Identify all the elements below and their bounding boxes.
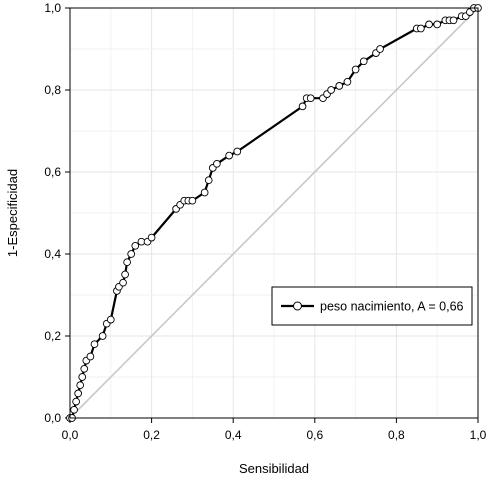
legend-marker-swatch bbox=[293, 301, 302, 311]
y-tick-label: 0,8 bbox=[44, 83, 61, 97]
y-axis-title: 1-Especificidad bbox=[5, 169, 20, 257]
y-tick-label: 1,0 bbox=[44, 1, 61, 15]
roc-data-point bbox=[90, 340, 99, 349]
plot-frame bbox=[69, 7, 479, 419]
roc-data-point bbox=[70, 405, 78, 414]
roc-data-point bbox=[147, 233, 156, 242]
roc-data-point bbox=[449, 16, 458, 25]
roc-data-point bbox=[425, 20, 433, 29]
roc-data-point bbox=[200, 188, 209, 197]
roc-data-point bbox=[121, 270, 129, 279]
x-tick-label: 0,6 bbox=[306, 428, 323, 442]
roc-data-point bbox=[306, 94, 315, 103]
roc-data-point bbox=[131, 241, 140, 250]
roc-data-point bbox=[351, 65, 360, 74]
y-tick-label: 0,4 bbox=[44, 247, 61, 261]
y-tick-label: 0,0 bbox=[44, 411, 61, 425]
roc-data-point bbox=[127, 250, 136, 258]
legend-label: peso nacimiento, A = 0,66 bbox=[320, 300, 464, 314]
y-tick-label: 0,6 bbox=[44, 165, 61, 179]
x-tick-label: 0,8 bbox=[388, 428, 405, 442]
roc-data-point bbox=[433, 20, 442, 29]
x-axis: 0,0 0,2 0,4 0,6 0,8 1,0 bbox=[62, 418, 487, 442]
roc-data-point bbox=[123, 258, 131, 267]
roc-data-point bbox=[98, 332, 107, 340]
roc-data-point bbox=[335, 82, 344, 90]
roc-data-point bbox=[74, 389, 83, 398]
roc-data-point bbox=[72, 397, 80, 406]
y-tick-label: 0,2 bbox=[44, 329, 61, 343]
x-tick-label: 0,0 bbox=[62, 428, 79, 442]
reference-diagonal-line bbox=[69, 7, 479, 419]
x-tick-label: 0,2 bbox=[143, 428, 160, 442]
x-tick-label: 1,0 bbox=[470, 428, 487, 442]
roc-data-point bbox=[298, 102, 307, 111]
roc-data-point bbox=[343, 77, 352, 86]
x-axis-title: Sensibilidad bbox=[239, 461, 309, 476]
y-axis: 0,0 0,2 0,4 0,6 0,8 1,0 bbox=[44, 1, 70, 425]
roc-data-point bbox=[86, 352, 95, 361]
legend: peso nacimiento, A = 0,66 bbox=[271, 286, 473, 326]
roc-data-point bbox=[119, 278, 127, 287]
roc-data-point bbox=[106, 315, 115, 324]
roc-data-point bbox=[76, 381, 85, 390]
roc-data-point bbox=[376, 45, 384, 53]
roc-data-point bbox=[188, 196, 197, 205]
roc-data-point bbox=[204, 176, 213, 185]
x-tick-label: 0,4 bbox=[225, 428, 242, 442]
roc-data-point bbox=[225, 151, 233, 160]
roc-data-point bbox=[233, 147, 242, 156]
roc-data-point bbox=[80, 364, 89, 373]
roc-data-point bbox=[359, 57, 368, 66]
roc-curve-markers bbox=[66, 4, 482, 422]
roc-data-point bbox=[327, 86, 335, 94]
roc-data-point bbox=[78, 373, 87, 381]
roc-data-point bbox=[213, 159, 221, 168]
roc-data-point bbox=[417, 24, 425, 33]
